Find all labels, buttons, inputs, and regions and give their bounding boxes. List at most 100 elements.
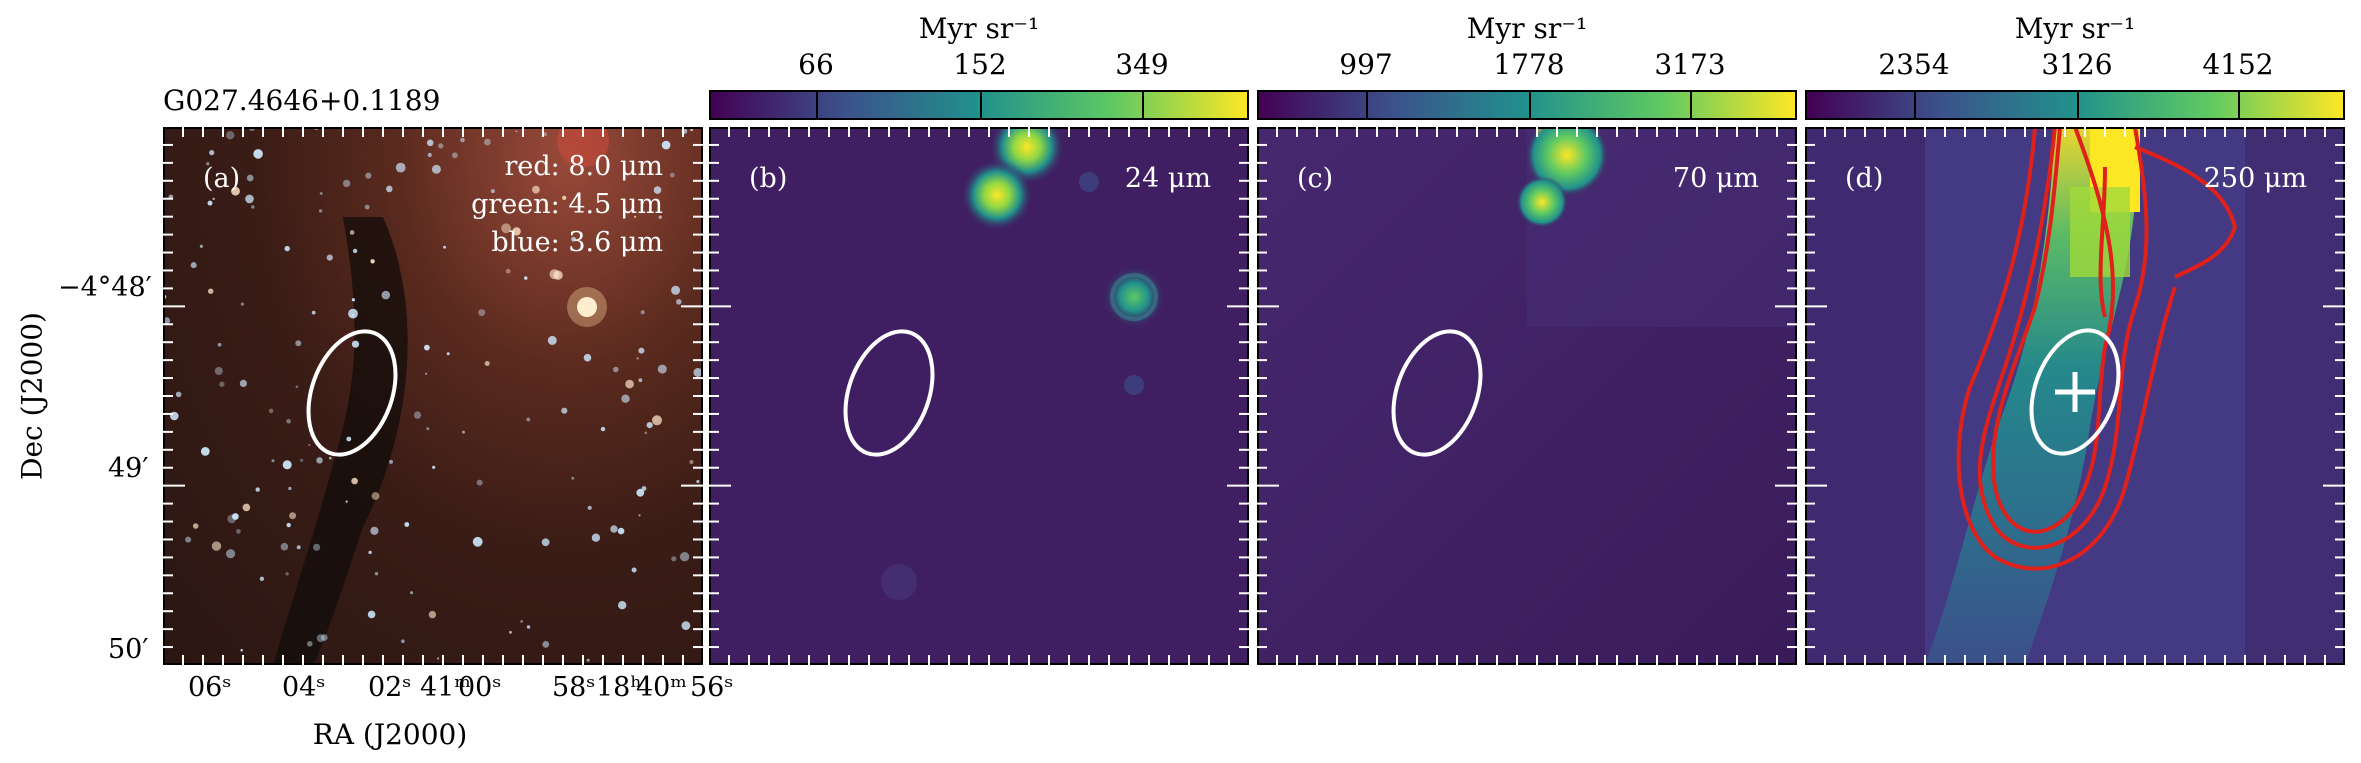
- star-point: [640, 310, 645, 315]
- star-point: [478, 309, 486, 317]
- star-point: [671, 556, 677, 562]
- star-point: [669, 172, 675, 178]
- star-point: [319, 209, 323, 213]
- star-point: [348, 308, 358, 319]
- star-point: [431, 164, 441, 174]
- colorbar-scale: [709, 90, 1249, 120]
- star-point: [428, 610, 437, 619]
- star-point: [319, 192, 323, 195]
- star-point: [634, 215, 637, 218]
- colorbar-tick-label: 349: [1115, 48, 1169, 81]
- colorbar-unit: Myr sr⁻¹: [2014, 12, 2136, 45]
- star-point: [404, 522, 410, 527]
- star-point: [532, 185, 540, 194]
- star-point: [472, 536, 483, 547]
- star-point: [239, 379, 247, 387]
- star-point: [217, 342, 222, 347]
- star-point: [246, 174, 254, 182]
- star-point: [199, 244, 203, 248]
- star-point: [211, 541, 222, 551]
- star-point: [671, 285, 681, 295]
- star-point: [679, 552, 690, 562]
- x-tick-label: 02ˢ: [368, 672, 412, 703]
- star-point: [638, 378, 643, 383]
- star-point: [288, 486, 292, 491]
- star-point: [351, 298, 355, 302]
- star-point: [562, 195, 567, 200]
- star-point: [386, 185, 393, 193]
- star-point: [484, 361, 490, 366]
- star-point: [296, 545, 301, 550]
- star-point: [351, 477, 358, 485]
- x-axis-label: RA (J2000): [312, 718, 468, 751]
- star-point: [638, 347, 645, 354]
- star-point: [676, 299, 682, 305]
- star-point: [438, 143, 444, 149]
- star-point: [587, 505, 592, 510]
- star-point: [163, 317, 171, 324]
- star-point: [255, 487, 260, 492]
- star-point: [437, 657, 440, 660]
- star-point: [613, 366, 619, 373]
- star-point: [462, 430, 465, 434]
- star-point: [701, 133, 703, 136]
- star-point: [168, 194, 174, 200]
- star-point: [212, 197, 215, 200]
- y-tick-label: 50′: [108, 634, 149, 665]
- star-point: [370, 259, 375, 264]
- star-point: [583, 353, 592, 362]
- star-point: [251, 205, 255, 209]
- colorbar-tick-label: 2354: [1878, 48, 1950, 81]
- star-point: [308, 444, 311, 446]
- star-point: [646, 422, 653, 429]
- star-point: [200, 447, 210, 456]
- x-tick-label: 04ˢ: [282, 672, 326, 703]
- star-point: [658, 215, 662, 219]
- colorbar-tick-label: 1778: [1493, 48, 1565, 81]
- colorbar-tick-label: 66: [798, 48, 834, 81]
- star-point: [484, 138, 491, 146]
- band-label: 70 μm: [1672, 163, 1759, 194]
- star-point: [661, 140, 671, 150]
- star-point: [571, 236, 576, 242]
- panel-c-70um-image: (c) 70 μm: [1257, 127, 1797, 665]
- star-point: [349, 230, 355, 235]
- star-point: [526, 417, 531, 422]
- star-point: [368, 550, 372, 555]
- star-point: [286, 522, 291, 528]
- star-point: [432, 465, 436, 469]
- panel-a-rgb-image: (a) red: 8.0 μm green: 4.5 μm blue: 3.6 …: [163, 127, 703, 665]
- star-point: [346, 436, 352, 442]
- panel-tag: (a): [203, 163, 241, 194]
- y-tick-label: 49′: [108, 453, 149, 484]
- star-point: [242, 503, 251, 512]
- star-point: [631, 567, 637, 573]
- star-point: [351, 340, 360, 348]
- star-point: [206, 162, 210, 166]
- x-tick-label: 40ᵐ: [636, 672, 687, 703]
- star-point: [395, 162, 406, 173]
- star-point: [240, 302, 244, 306]
- band-label-red: red: 8.0 μm: [504, 151, 663, 182]
- star-point: [410, 591, 413, 595]
- band-label-blue: blue: 3.6 μm: [491, 227, 663, 258]
- star-point: [618, 601, 627, 610]
- star-point: [520, 620, 523, 623]
- star-point: [641, 486, 647, 491]
- star-point: [443, 245, 446, 249]
- star-point: [425, 372, 428, 375]
- star-point: [329, 456, 332, 460]
- star-point: [610, 525, 618, 533]
- star-point: [696, 479, 700, 484]
- star-point: [285, 572, 289, 576]
- star-point: [282, 460, 292, 470]
- panel-d-250um-image: (d) 250 μm: [1805, 127, 2345, 665]
- star-point: [313, 127, 320, 130]
- star-point: [505, 268, 511, 274]
- star-point: [295, 385, 299, 389]
- star-point: [320, 634, 328, 641]
- star-point: [289, 512, 297, 520]
- star-point: [190, 262, 197, 269]
- star-point: [226, 131, 235, 140]
- panel-tag: (d): [1845, 163, 1884, 194]
